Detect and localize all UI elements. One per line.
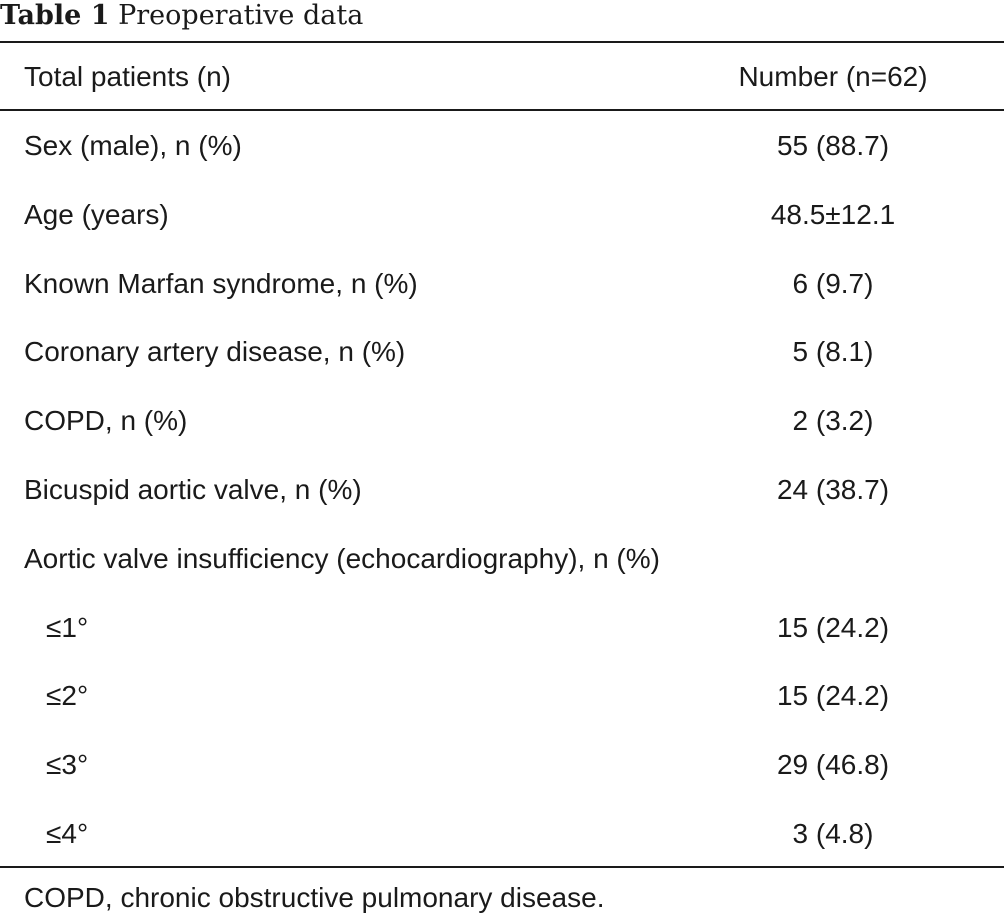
table-row: ≤2° 15 (24.2) bbox=[0, 662, 1004, 730]
row-value: 3 (4.8) bbox=[792, 818, 874, 849]
header-col-label: Total patients (n) bbox=[24, 61, 231, 92]
row-label: ≤2° bbox=[46, 680, 89, 711]
table-footnote: COPD, chronic obstructive pulmonary dise… bbox=[24, 882, 605, 913]
row-value: 15 (24.2) bbox=[776, 612, 890, 643]
row-value: 2 (3.2) bbox=[792, 405, 874, 436]
table-title: Preoperative data bbox=[118, 0, 364, 31]
table-number: Table 1 bbox=[0, 0, 110, 31]
table-row: Bicuspid aortic valve, n (%) 24 (38.7) bbox=[0, 456, 1004, 524]
table-header-row: Total patients (n) Number (n=62) bbox=[0, 43, 1004, 111]
bottom-rule bbox=[0, 866, 1004, 868]
table-row: ≤1° 15 (24.2) bbox=[0, 594, 1004, 662]
row-value: 55 (88.7) bbox=[776, 130, 890, 161]
row-label: Sex (male), n (%) bbox=[24, 130, 242, 161]
row-label: Known Marfan syndrome, n (%) bbox=[24, 268, 418, 299]
table-row: Known Marfan syndrome, n (%) 6 (9.7) bbox=[0, 250, 1004, 318]
top-rule bbox=[0, 41, 1004, 43]
row-value: 5 (8.1) bbox=[792, 336, 874, 367]
table-row: Aortic valve insufficiency (echocardiogr… bbox=[0, 525, 1004, 593]
table-row: ≤4° 3 (4.8) bbox=[0, 800, 1004, 868]
row-value: 48.5±12.1 bbox=[770, 199, 896, 230]
row-label: ≤4° bbox=[46, 818, 89, 849]
table-row: COPD, n (%) 2 (3.2) bbox=[0, 387, 1004, 455]
row-label: Coronary artery disease, n (%) bbox=[24, 336, 406, 367]
table-row: Sex (male), n (%) 55 (88.7) bbox=[0, 112, 1004, 180]
row-value: 15 (24.2) bbox=[776, 680, 890, 711]
row-label: COPD, n (%) bbox=[24, 405, 188, 436]
row-value: 29 (46.8) bbox=[776, 749, 890, 780]
row-value: 24 (38.7) bbox=[776, 474, 890, 505]
header-col-value: Number (n=62) bbox=[738, 61, 928, 92]
row-label: ≤1° bbox=[46, 612, 89, 643]
row-label: Bicuspid aortic valve, n (%) bbox=[24, 474, 362, 505]
table-row: Coronary artery disease, n (%) 5 (8.1) bbox=[0, 318, 1004, 386]
row-label: Age (years) bbox=[24, 199, 169, 230]
row-value: 6 (9.7) bbox=[792, 268, 874, 299]
header-rule bbox=[0, 109, 1004, 111]
row-label: ≤3° bbox=[46, 749, 89, 780]
row-label: Aortic valve insufficiency (echocardiogr… bbox=[24, 543, 660, 574]
table-row: Age (years) 48.5±12.1 bbox=[0, 181, 1004, 249]
table-row: ≤3° 29 (46.8) bbox=[0, 731, 1004, 799]
table-caption: Table 1 Preoperative data bbox=[0, 0, 363, 40]
